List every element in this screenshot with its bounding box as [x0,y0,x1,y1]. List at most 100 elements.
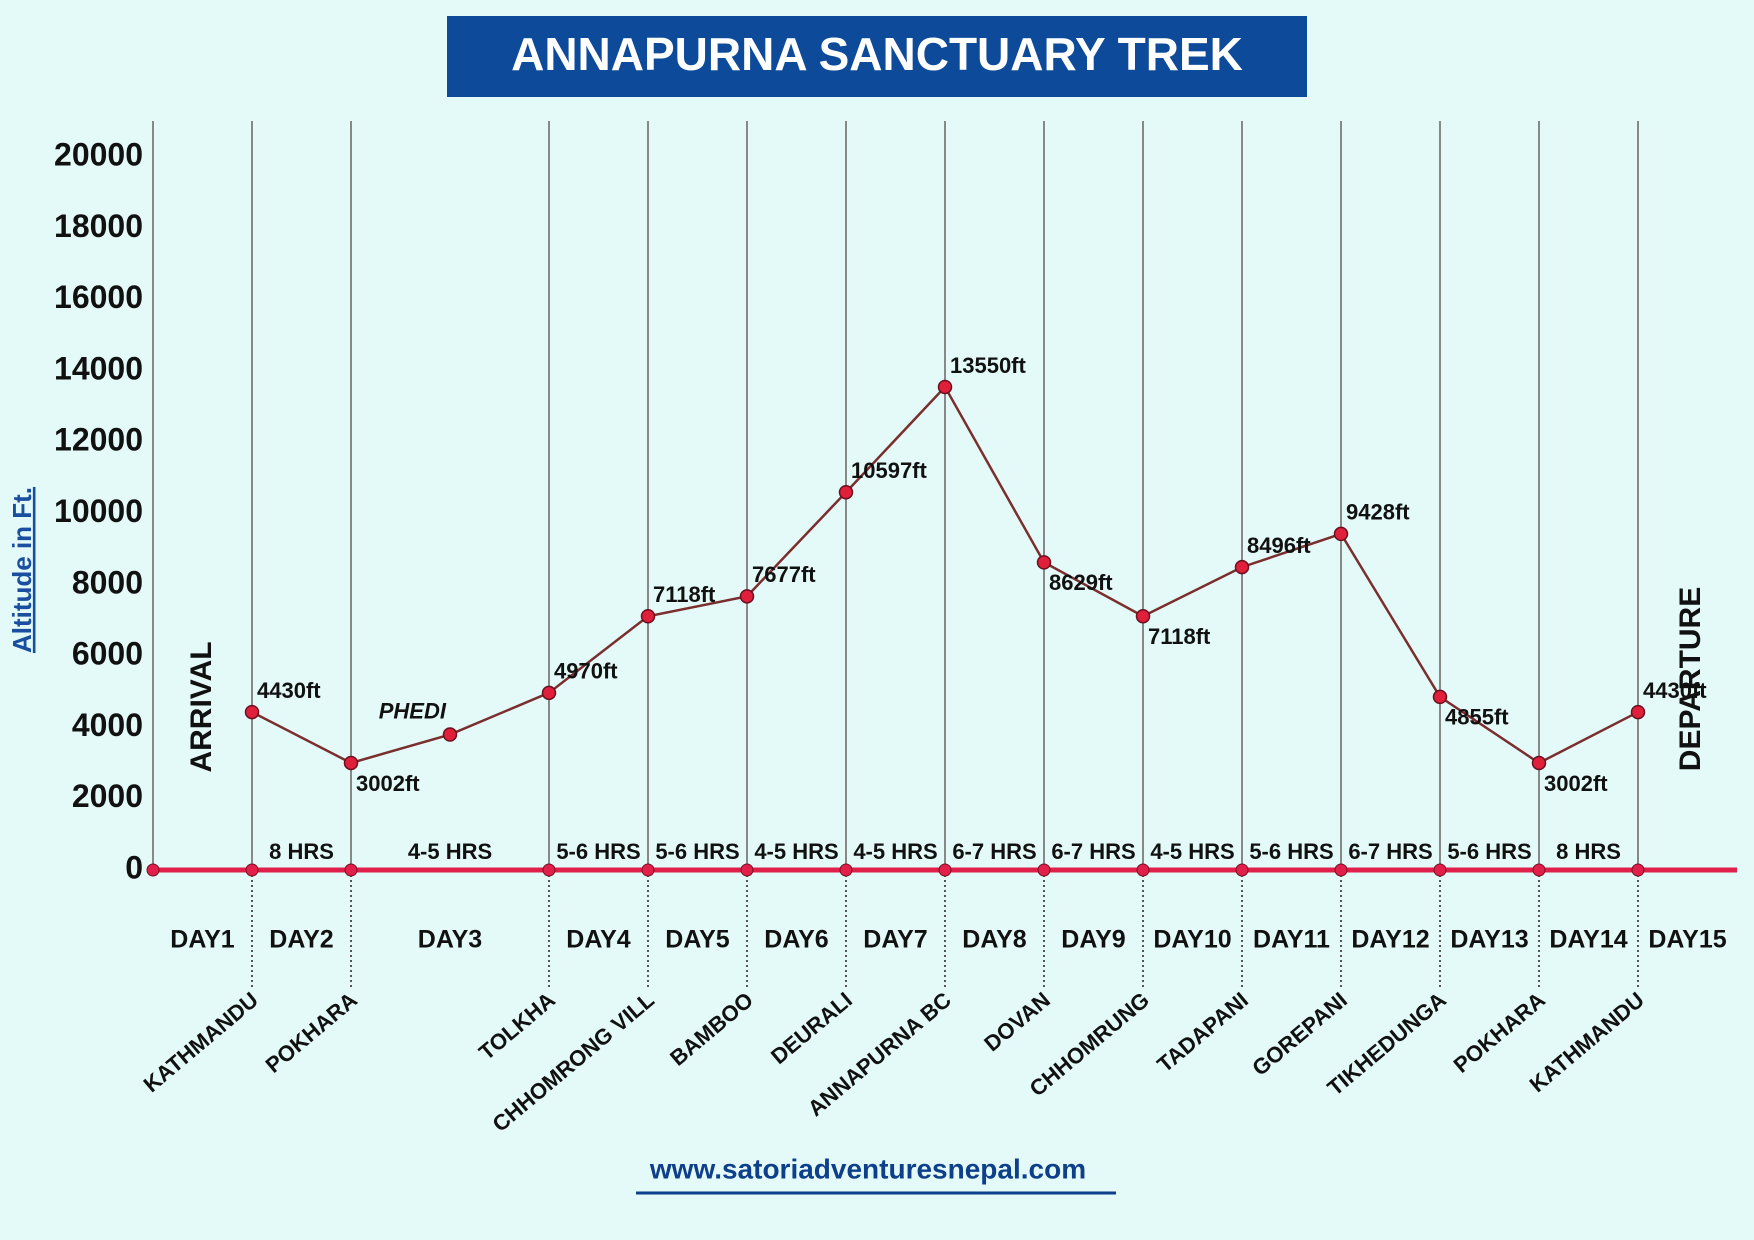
day-label: DAY7 [863,926,927,954]
axis-dot [542,863,556,877]
day-label: DAY14 [1549,926,1627,954]
x-tick-label: BAMBOO [665,987,758,1071]
x-tick-label: DEURALI [766,987,857,1069]
point [838,484,854,500]
axis-dot [1334,863,1348,877]
day-label: DAY4 [566,926,630,954]
x-tick-label: GOREPANI [1247,987,1352,1081]
y-tick-label: 0 [125,849,143,885]
axis-dot [1235,863,1249,877]
day-label: DAY12 [1351,926,1429,954]
value-label: 7118ft [653,582,716,607]
axis-dot [344,863,358,877]
x-tick-label: TADAPANI [1152,987,1253,1077]
duration-label: 8 HRS [1556,839,1621,864]
day-label: DAY15 [1648,926,1726,954]
axis-dot [938,863,952,877]
duration-label: 6-7 HRS [1348,839,1432,864]
axis-dot [1532,863,1546,877]
point [442,727,458,742]
point [1333,526,1349,542]
duration-label: 4-5 HRS [408,839,492,864]
end-label: DEPARTURE [1674,587,1707,771]
duration-label: 8 HRS [269,839,334,864]
duration-label: 5-6 HRS [556,839,640,864]
day-label: DAY10 [1153,926,1231,954]
day-label: DAY8 [962,926,1026,954]
axis-dot [1136,863,1150,877]
point [1036,555,1052,570]
point [1630,704,1646,720]
axis-dot [641,863,655,877]
axis-dot [839,863,853,877]
y-tick-label: 12000 [54,422,143,458]
x-tick-label: KATHMANDU [139,987,263,1097]
value-label: 7677ft [752,562,816,587]
duration-label: 5-6 HRS [655,839,739,864]
point [244,704,260,720]
point [1234,559,1250,575]
value-label: 4430ft [1643,678,1707,703]
y-tick-label: 18000 [54,208,143,244]
point [541,685,557,701]
day-label: DAY11 [1253,926,1330,954]
x-tick-label: CHHOMRONG VILL [487,987,658,1137]
y-tick-label: 16000 [54,279,143,315]
value-label: 4970ft [554,659,618,684]
value-label: 8496ft [1247,533,1311,558]
chart-title: ANNAPURNA SANCTUARY TREK [511,28,1243,80]
y-tick-label: 4000 [72,707,143,743]
day-label: DAY13 [1450,926,1528,954]
duration-label: 6-7 HRS [1051,839,1135,864]
axis-dot [1433,863,1447,877]
axis-dot [740,863,754,877]
day-label: DAY6 [764,926,828,954]
axis-dot [1037,863,1051,877]
day-label: DAY3 [418,926,482,954]
y-tick-label: 10000 [54,493,143,529]
y-tick-label: 8000 [72,564,143,600]
y-tick-label: 20000 [54,136,143,172]
y-tick-label: 2000 [72,778,143,814]
value-label: 4855ft [1445,705,1509,730]
value-label: 9428ft [1346,500,1410,525]
duration-label: 4-5 HRS [853,839,937,864]
axis-dot [245,863,259,877]
axis-dot [146,863,160,877]
duration-label: 4-5 HRS [1150,839,1234,864]
start-label: ARRIVAL [185,641,218,772]
axis-dot [1631,863,1645,877]
y-tick-label: 14000 [54,350,143,386]
point [937,379,953,395]
value-label: 7118ft [1148,624,1211,649]
duration-label: 4-5 HRS [754,839,838,864]
day-label: DAY9 [1061,926,1125,954]
duration-label: 6-7 HRS [952,839,1036,864]
value-label: 13550ft [950,353,1027,378]
duration-label: 5-6 HRS [1249,839,1333,864]
point [640,608,656,624]
point [1531,755,1547,771]
day-label: DAY2 [269,926,333,954]
value-label: 10597ft [851,458,928,483]
point [1432,689,1448,705]
value-label: 8629ft [1049,570,1113,595]
value-label: 3002ft [1544,771,1608,796]
x-tick-label: DOVAN [979,987,1055,1056]
point-annotation: PHEDI [379,698,447,723]
point [343,755,359,771]
day-label: DAY5 [665,926,729,954]
point [739,589,755,604]
x-tick-label: POKHARA [1449,987,1550,1078]
x-tick-label: POKHARA [261,987,362,1078]
day-label: DAY1 [170,926,234,954]
footer-url[interactable]: www.satoriadventuresnepal.com [649,1153,1086,1184]
title-box [447,16,1307,97]
duration-label: 5-6 HRS [1447,839,1531,864]
value-label: 4430ft [257,678,321,703]
point [1135,608,1151,624]
y-axis-label: Altitude in Ft. [7,487,37,653]
value-label: 3002ft [356,771,420,796]
y-tick-label: 6000 [72,636,143,672]
